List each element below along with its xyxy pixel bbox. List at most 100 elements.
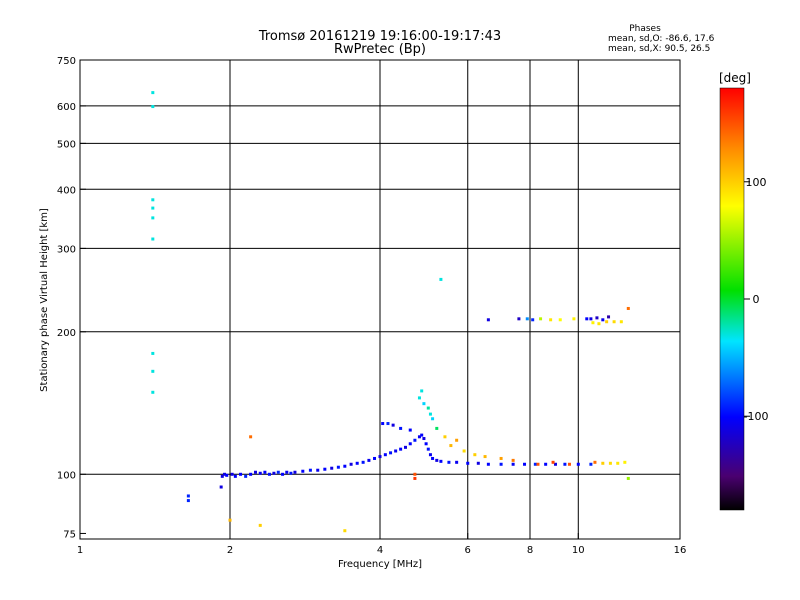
data-point bbox=[289, 471, 293, 475]
chart-subtitle: RwPretec (Bp) bbox=[334, 42, 426, 57]
data-point bbox=[151, 216, 155, 220]
data-point bbox=[391, 423, 395, 427]
data-point bbox=[420, 433, 424, 437]
data-point bbox=[330, 466, 334, 470]
y-tick-label: 500 bbox=[57, 139, 76, 150]
data-point bbox=[151, 198, 155, 202]
y-tick-label: 400 bbox=[57, 185, 76, 196]
y-tick-label: 300 bbox=[57, 244, 76, 255]
data-point bbox=[483, 455, 487, 459]
data-point bbox=[399, 426, 403, 430]
data-point bbox=[233, 474, 237, 478]
y-tick-label: 200 bbox=[57, 328, 76, 339]
data-point bbox=[223, 472, 227, 476]
data-point bbox=[428, 412, 432, 416]
data-point bbox=[435, 458, 439, 462]
data-point bbox=[511, 458, 515, 462]
data-point bbox=[249, 472, 253, 476]
colorbar-tick-label: -100 bbox=[744, 410, 769, 423]
data-point bbox=[258, 471, 262, 475]
data-point bbox=[531, 318, 535, 322]
data-point bbox=[589, 462, 593, 466]
data-point bbox=[435, 426, 439, 430]
data-point bbox=[431, 456, 435, 460]
data-point bbox=[408, 428, 412, 432]
data-point bbox=[394, 449, 398, 453]
chart-title: Tromsø 20161219 19:16:00-19:17:43 bbox=[258, 29, 501, 44]
data-point bbox=[413, 472, 417, 476]
x-tick-label: 2 bbox=[227, 545, 233, 556]
data-point bbox=[533, 462, 537, 466]
data-point bbox=[553, 462, 557, 466]
data-point bbox=[343, 529, 347, 533]
data-point bbox=[431, 417, 435, 421]
data-point bbox=[589, 317, 593, 321]
data-point bbox=[249, 435, 253, 439]
data-point bbox=[567, 462, 571, 466]
data-point bbox=[281, 472, 285, 476]
data-point bbox=[413, 476, 417, 480]
data-point bbox=[389, 451, 393, 455]
data-point bbox=[439, 277, 443, 281]
data-point bbox=[244, 474, 248, 478]
colorbar-tick-label: 0 bbox=[753, 293, 760, 306]
phases-x-stats: mean, sd,X: 90.5, 26.5 bbox=[608, 44, 710, 54]
data-point bbox=[525, 317, 529, 321]
x-tick-label: 10 bbox=[572, 545, 585, 556]
data-point bbox=[558, 318, 562, 322]
data-point bbox=[323, 467, 327, 471]
data-point bbox=[403, 445, 407, 449]
data-point bbox=[623, 460, 627, 464]
data-point bbox=[499, 462, 503, 466]
data-point bbox=[462, 449, 466, 453]
data-point bbox=[486, 462, 490, 466]
data-point bbox=[316, 468, 320, 472]
data-point bbox=[151, 237, 155, 241]
y-tick-label: 600 bbox=[57, 102, 76, 113]
data-point bbox=[607, 315, 611, 319]
data-point bbox=[151, 369, 155, 373]
x-tick-label: 8 bbox=[527, 545, 533, 556]
data-point bbox=[511, 462, 515, 466]
data-point bbox=[220, 474, 224, 478]
data-point bbox=[413, 438, 417, 442]
data-point bbox=[597, 322, 601, 326]
data-point bbox=[626, 306, 630, 310]
data-point bbox=[619, 320, 623, 324]
data-point bbox=[301, 469, 305, 473]
x-tick-label: 1 bbox=[77, 545, 83, 556]
colorbar-tick-label: 100 bbox=[746, 176, 767, 189]
data-point bbox=[267, 472, 271, 476]
data-point bbox=[605, 320, 609, 324]
data-point bbox=[523, 462, 527, 466]
data-points bbox=[151, 91, 630, 533]
data-point bbox=[536, 462, 540, 466]
colorbar-label: [deg] bbox=[719, 71, 751, 85]
x-tick-label: 16 bbox=[674, 545, 687, 556]
y-axis-label: Stationary phase Virtual Height [km] bbox=[39, 208, 50, 392]
data-point bbox=[349, 462, 353, 466]
data-point bbox=[422, 437, 426, 441]
data-point bbox=[151, 390, 155, 394]
data-point bbox=[408, 442, 412, 446]
x-tick-label: 6 bbox=[465, 545, 471, 556]
data-point bbox=[383, 453, 387, 457]
x-axis-label: Frequency [MHz] bbox=[338, 559, 422, 570]
data-point bbox=[544, 462, 548, 466]
data-point bbox=[219, 485, 223, 489]
data-point bbox=[293, 470, 297, 474]
data-point bbox=[367, 458, 371, 462]
data-point bbox=[225, 473, 229, 477]
data-point bbox=[417, 435, 421, 439]
data-point bbox=[373, 456, 377, 460]
data-point bbox=[263, 470, 267, 474]
data-point bbox=[612, 320, 616, 324]
y-tick-label: 100 bbox=[57, 470, 76, 481]
colorbar bbox=[719, 87, 745, 511]
y-tick-label: 750 bbox=[57, 56, 76, 67]
data-point bbox=[428, 453, 432, 457]
data-point bbox=[595, 316, 599, 320]
phases-heading: Phases bbox=[629, 24, 661, 34]
data-point bbox=[239, 472, 243, 476]
